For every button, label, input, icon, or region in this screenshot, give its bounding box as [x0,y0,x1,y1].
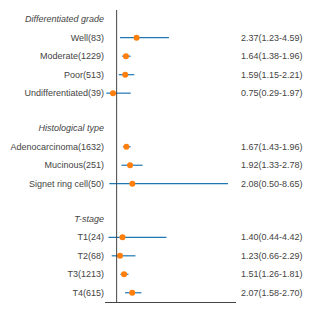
svg-text:T1(24): T1(24) [77,232,104,242]
svg-text:1.64(1.38-1.96): 1.64(1.38-1.96) [241,51,303,61]
svg-text:1.23(0.66-2.29): 1.23(0.66-2.29) [241,251,303,261]
svg-text:1.92(1.33-2.78): 1.92(1.33-2.78) [241,160,303,170]
svg-text:Moderate(1229): Moderate(1229) [40,51,104,61]
svg-text:T3(1213): T3(1213) [67,269,104,279]
svg-text:2.07(1.58-2.70): 2.07(1.58-2.70) [241,288,303,298]
svg-text:Histological type: Histological type [38,123,104,133]
svg-text:T-stage: T-stage [74,214,104,224]
svg-text:1.51(1.26-1.81): 1.51(1.26-1.81) [241,269,303,279]
svg-text:1.59(1.15-2.21): 1.59(1.15-2.21) [241,70,303,80]
svg-text:T4(615): T4(615) [72,288,104,298]
svg-text:Adenocarcinoma(1632): Adenocarcinoma(1632) [10,142,104,152]
svg-text:T2(68): T2(68) [77,251,104,261]
svg-text:Differentiated grade: Differentiated grade [25,14,104,24]
svg-text:Poor(513): Poor(513) [64,70,104,80]
svg-text:2.37(1.23-4.59): 2.37(1.23-4.59) [241,33,303,43]
svg-text:Signet ring cell(50): Signet ring cell(50) [29,179,104,189]
svg-text:1.40(0.44-4.42): 1.40(0.44-4.42) [241,232,303,242]
svg-text:Mucinous(251): Mucinous(251) [44,160,104,170]
svg-text:1.67(1.43-1.96): 1.67(1.43-1.96) [241,142,303,152]
svg-text:0.75(0.29-1.97): 0.75(0.29-1.97) [241,88,303,98]
svg-text:2.08(0.50-8.65): 2.08(0.50-8.65) [241,179,303,189]
svg-text:Undifferentiated(39): Undifferentiated(39) [25,88,104,98]
svg-text:Well(83): Well(83) [71,33,104,43]
